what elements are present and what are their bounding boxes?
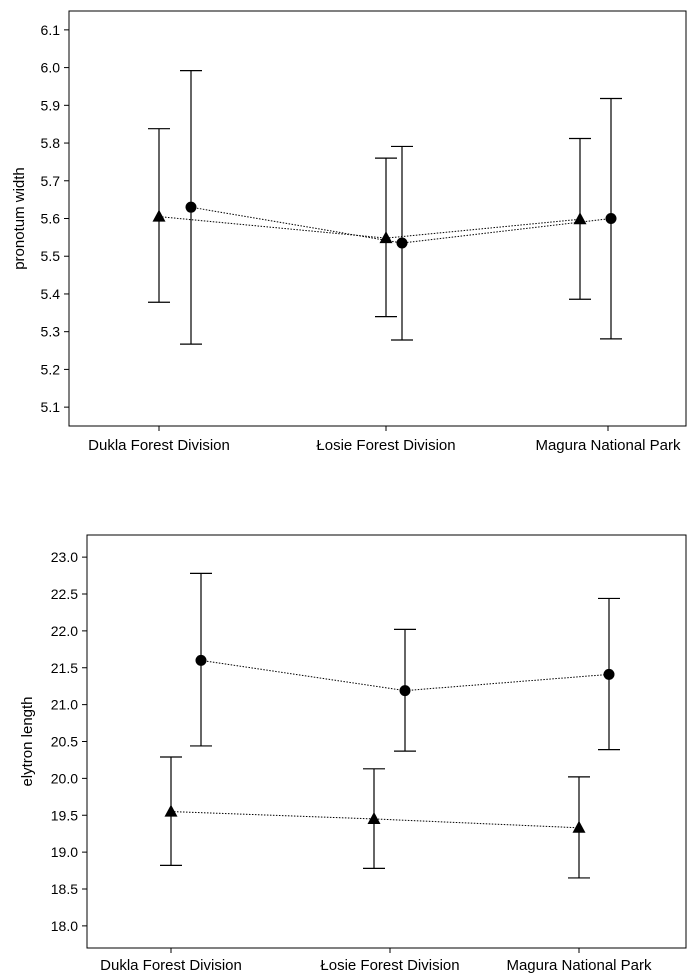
series-line-circle: [200, 659, 610, 692]
data-point-circle: [396, 237, 408, 249]
data-point-circle: [195, 654, 207, 666]
y-tick-label: 22.0: [51, 623, 78, 639]
y-tick-label: 21.0: [51, 697, 78, 713]
data-point-triangle: [367, 811, 381, 824]
x-category-label: Magura National Park: [535, 437, 681, 454]
series-line-triangle: [170, 811, 580, 829]
data-point-triangle: [379, 231, 393, 244]
data-point-triangle: [152, 209, 166, 222]
y-tick-label: 18.5: [51, 881, 78, 897]
x-category-label: Dukla Forest Division: [100, 957, 242, 974]
x-category-label: Magura National Park: [506, 957, 652, 974]
y-tick-label: 5.6: [41, 211, 61, 227]
data-point-circle: [603, 668, 615, 680]
y-tick-label: 5.8: [41, 135, 61, 151]
x-category-label: Dukla Forest Division: [88, 437, 230, 454]
y-axis-title: pronotum width: [11, 167, 28, 270]
y-tick-label: 5.4: [41, 286, 61, 302]
data-point-circle: [605, 213, 617, 224]
chart-panel-2: 18.0 18.5 19.0 19.5 20.0 20.5 21.0 21.5 22.0 22.5…: [19, 534, 687, 974]
y-tick-label: 5.1: [41, 399, 61, 415]
y-tick-label: 19.5: [51, 807, 78, 823]
y-tick-label: 5.7: [41, 173, 61, 189]
y-tick-label: 5.3: [41, 324, 61, 340]
y-tick-label: 5.2: [41, 361, 61, 377]
y-tick-label: 19.0: [51, 844, 78, 860]
y-tick-label: 5.9: [41, 97, 61, 113]
y-axis-title: elytron length: [19, 696, 36, 786]
y-tick-label: 18.0: [51, 918, 78, 934]
series-line-triangle: [158, 216, 581, 239]
data-point-circle: [185, 201, 197, 213]
plot-frame: [86, 534, 687, 949]
data-point-circle: [399, 685, 411, 697]
x-category-label: Łosie Forest Division: [320, 957, 459, 974]
data-point-triangle: [572, 820, 586, 833]
y-tick-label: 20.0: [51, 770, 78, 786]
y-tick-label: 6.1: [41, 22, 61, 38]
y-tick-label: 22.5: [51, 586, 78, 602]
y-tick-label: 5.5: [41, 248, 61, 264]
x-category-label: Łosie Forest Division: [316, 437, 455, 454]
y-tick-label: 21.5: [51, 660, 78, 676]
chart-panel-1: 5.1 5.2 5.3 5.4 5.5 5.6 5.7 5.8 5.9 6.0 6.1 Dukla F…: [11, 10, 687, 454]
y-tick-label: 6.0: [41, 60, 61, 76]
y-tick-label: 20.5: [51, 734, 78, 750]
y-tick-label: 23.0: [51, 549, 78, 565]
data-point-triangle: [164, 804, 178, 817]
